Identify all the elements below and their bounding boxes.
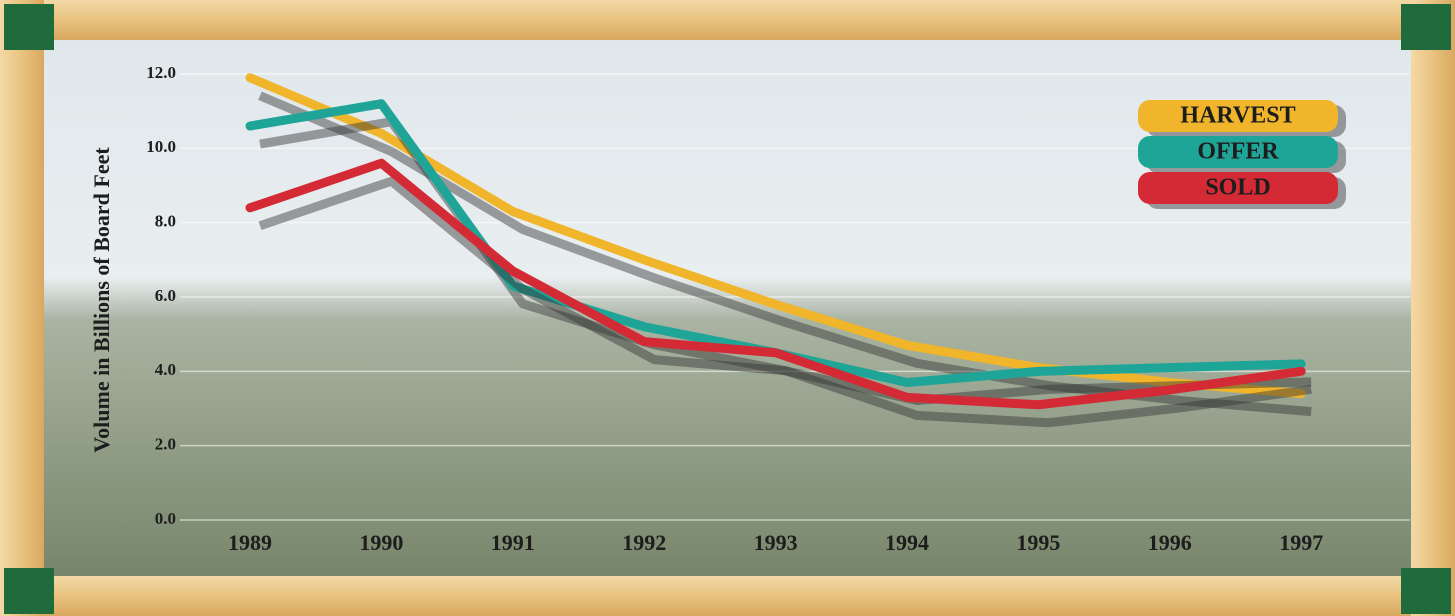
x-tick-label: 1993 bbox=[754, 530, 798, 555]
y-axis-label: Volume in Billions of Board Feet bbox=[89, 147, 114, 453]
legend-swatch bbox=[1138, 172, 1338, 204]
x-tick-label: 1990 bbox=[359, 530, 403, 555]
x-tick-label: 1992 bbox=[622, 530, 666, 555]
plot: 0.0 2.0 4.0 6.0 8.0 10.0 12.0 1989 1990 1991 1992 1… bbox=[146, 63, 1410, 555]
x-tick-label: 1997 bbox=[1279, 530, 1323, 555]
legend-swatch bbox=[1138, 100, 1338, 132]
x-tick-label: 1996 bbox=[1148, 530, 1192, 555]
y-tick-label: 4.0 bbox=[155, 360, 176, 379]
x-tick-label: 1995 bbox=[1016, 530, 1060, 555]
legend-label: OFFER bbox=[1197, 139, 1279, 165]
corner bbox=[1401, 568, 1451, 614]
y-tick-label: 8.0 bbox=[155, 212, 176, 231]
corner bbox=[4, 4, 54, 50]
frame-right bbox=[1411, 0, 1455, 616]
legend-label: SOLD bbox=[1205, 175, 1270, 201]
y-tick-label: 2.0 bbox=[155, 435, 176, 454]
y-tick-label: 6.0 bbox=[155, 286, 176, 305]
y-tick-label: 0.0 bbox=[155, 509, 176, 528]
x-tick-label: 1989 bbox=[228, 530, 272, 555]
corner bbox=[1401, 4, 1451, 50]
y-tick-label: 10.0 bbox=[146, 137, 176, 156]
corner bbox=[4, 568, 54, 614]
series-line bbox=[245, 158, 1306, 410]
frame-top bbox=[0, 0, 1455, 40]
frame-bottom bbox=[0, 576, 1455, 616]
x-tick-label: 1991 bbox=[491, 530, 535, 555]
legend-label: HARVEST bbox=[1180, 103, 1295, 129]
legend-swatch bbox=[1138, 136, 1338, 168]
frame-left bbox=[0, 0, 44, 616]
x-tick-label: 1994 bbox=[885, 530, 929, 555]
series-shadow bbox=[258, 176, 1312, 428]
y-tick-label: 12.0 bbox=[146, 63, 176, 82]
